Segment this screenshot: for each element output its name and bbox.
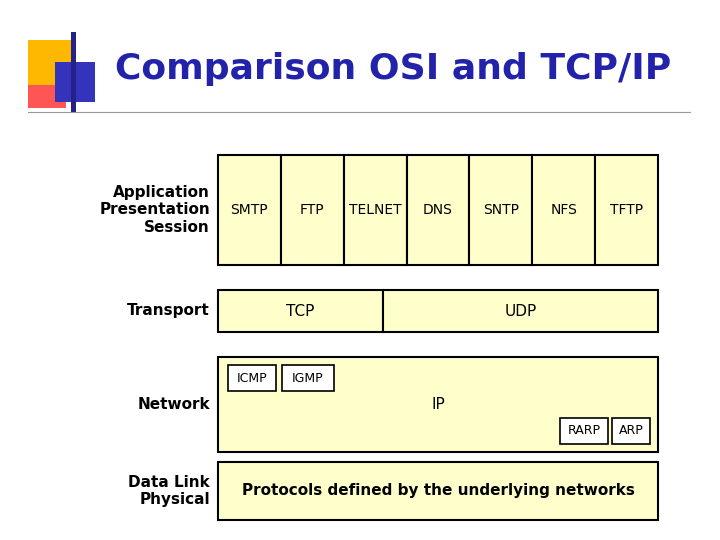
Text: ICMP: ICMP [237, 372, 267, 384]
Text: IGMP: IGMP [292, 372, 324, 384]
Text: Protocols defined by the underlying networks: Protocols defined by the underlying netw… [242, 483, 634, 498]
Text: SMTP: SMTP [230, 203, 269, 217]
Bar [71, 32, 76, 112]
Text: Network: Network [138, 397, 210, 412]
Bar [469, 155, 532, 265]
Text: TCP: TCP [287, 303, 315, 319]
Bar [612, 418, 650, 444]
Text: RARP: RARP [567, 424, 600, 437]
Bar [343, 155, 407, 265]
Bar [281, 155, 343, 265]
Bar [55, 62, 95, 102]
Text: Comparison OSI and TCP/IP: Comparison OSI and TCP/IP [115, 52, 671, 86]
Bar [218, 290, 383, 332]
Bar [218, 357, 658, 452]
Text: DNS: DNS [423, 203, 453, 217]
Bar [218, 155, 281, 265]
Text: FTP: FTP [300, 203, 325, 217]
Text: TFTP: TFTP [610, 203, 643, 217]
Bar [532, 155, 595, 265]
Bar [383, 290, 658, 332]
Text: Data Link
Physical: Data Link Physical [128, 475, 210, 507]
Bar [28, 70, 66, 108]
Bar [28, 40, 73, 85]
Bar [560, 418, 608, 444]
Bar [228, 365, 276, 391]
Text: Transport: Transport [127, 303, 210, 319]
Bar [282, 365, 334, 391]
Bar [218, 462, 658, 520]
Bar [407, 155, 469, 265]
Text: TELNET: TELNET [348, 203, 402, 217]
Text: Application
Presentation
Session: Application Presentation Session [99, 185, 210, 235]
Text: NFS: NFS [550, 203, 577, 217]
Text: SNTP: SNTP [483, 203, 519, 217]
Bar [595, 155, 658, 265]
Text: ARP: ARP [618, 424, 644, 437]
Text: IP: IP [431, 397, 445, 412]
Text: UDP: UDP [505, 303, 536, 319]
